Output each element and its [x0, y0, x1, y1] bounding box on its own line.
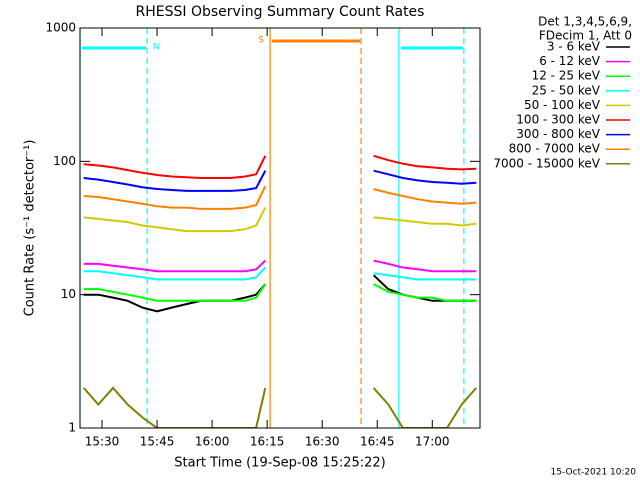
flag-label: N — [153, 43, 160, 53]
y-tick-label: 100 — [53, 154, 76, 168]
chart-title: RHESSI Observing Summary Count Rates — [136, 4, 425, 20]
series-line — [83, 185, 477, 210]
x-tick-label: 16:30 — [305, 435, 340, 449]
legend-label: 300 - 800 keV — [516, 127, 600, 141]
legend-header: Det 1,3,4,5,6,9, — [538, 15, 632, 29]
x-axis-label: Start Time (19-Sep-08 15:25:22) — [174, 456, 385, 471]
legend-label: 800 - 7000 keV — [509, 142, 601, 156]
x-tick-label: 16:15 — [250, 435, 285, 449]
series-line — [83, 266, 477, 281]
legend-label: 3 - 6 keV — [547, 40, 601, 54]
legend-label: 100 - 300 keV — [516, 113, 600, 127]
legend-label: 50 - 100 keV — [524, 98, 601, 112]
y-tick-label: 1000 — [45, 21, 76, 35]
x-tick-label: 15:45 — [140, 435, 175, 449]
series-line — [82, 386, 478, 428]
y-tick-label: 10 — [61, 287, 76, 301]
legend-header: FDecim 1, Att 0 — [539, 29, 632, 43]
plot-frame — [79, 27, 481, 429]
legend-label: 6 - 12 keV — [539, 54, 601, 68]
series-line — [83, 283, 477, 302]
series-line — [83, 169, 477, 192]
legend-label: 12 - 25 keV — [532, 69, 601, 83]
legend-label: 7000 - 15000 keV — [493, 156, 600, 170]
series-line — [83, 207, 477, 233]
x-tick-label: 16:00 — [195, 435, 230, 449]
series-line — [83, 154, 477, 179]
x-tick-label: 15:30 — [85, 435, 120, 449]
x-tick-label: 17:00 — [415, 435, 450, 449]
series-line — [83, 259, 477, 273]
y-axis-label: Count Rate (s⁻¹ detector⁻¹) — [23, 140, 38, 317]
x-tick-label: 16:45 — [360, 435, 395, 449]
y-tick-label: 1 — [68, 421, 76, 435]
flag-label: S — [258, 36, 264, 46]
footer-date: 15-Oct-2021 10:20 — [551, 468, 637, 478]
legend-label: 25 - 50 keV — [532, 83, 601, 97]
